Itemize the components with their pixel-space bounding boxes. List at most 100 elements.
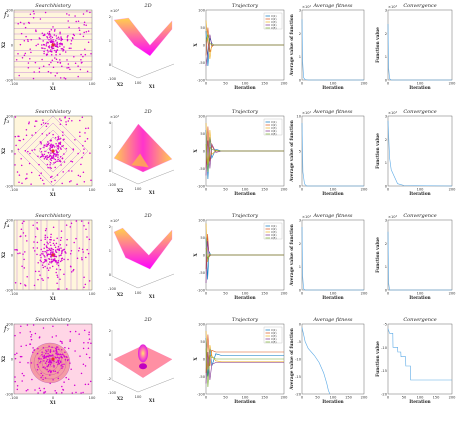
search-point (55, 58, 58, 61)
function-label: f₃ (3, 117, 10, 125)
search-point (59, 361, 62, 363)
y-tick-label: 1 (385, 161, 387, 165)
search-point (40, 376, 42, 379)
search-point (67, 347, 70, 350)
legend-label: X(3) (271, 230, 276, 234)
search-point (45, 351, 48, 353)
search-point (56, 282, 58, 285)
search-point (51, 346, 53, 349)
search-point (85, 127, 87, 130)
search-point (50, 262, 52, 264)
search-point (50, 152, 52, 154)
surface-axis-line (111, 122, 175, 185)
search-point (35, 120, 38, 122)
x-tick-label: 150 (345, 396, 353, 400)
search-point (86, 138, 89, 140)
search-point (81, 258, 83, 261)
search-point (45, 246, 48, 248)
search-point (62, 171, 64, 173)
search-point (19, 361, 21, 364)
search-point (49, 50, 51, 53)
search-point (80, 163, 82, 166)
search-point (47, 269, 50, 271)
search-point (16, 384, 19, 387)
y-tick-label: -15 (381, 369, 387, 373)
search-point (40, 358, 42, 360)
search-point (83, 148, 85, 150)
search-point (43, 354, 46, 357)
z-exponent: ×10⁴ (110, 9, 120, 13)
search-point (43, 357, 45, 359)
search-point (69, 265, 72, 268)
x-tick-label: 100 (330, 188, 338, 192)
search-point (34, 149, 36, 151)
search-point (44, 256, 46, 258)
y-tick-label: -20 (295, 393, 302, 397)
search-point (88, 338, 91, 340)
search-point (52, 26, 54, 28)
search-point (49, 147, 51, 149)
search-point (34, 235, 37, 238)
y-tick-label: 0 (11, 254, 14, 258)
x-tick-label: 0 (387, 82, 390, 86)
search-point (19, 355, 22, 358)
search-point (20, 325, 22, 327)
x-axis-label: Iteration (322, 400, 344, 405)
search-point (46, 155, 49, 157)
x-axis-label: Iteration (234, 86, 256, 91)
search-point (56, 274, 58, 277)
search-point (40, 360, 42, 363)
search-point (31, 149, 33, 152)
search-point (14, 376, 16, 378)
search-point (43, 50, 45, 53)
x-tick-label: 200 (361, 292, 369, 296)
x-tick-label: 100 (330, 82, 338, 86)
search-point (42, 327, 45, 329)
search-point (52, 133, 54, 136)
x-tick-label: 100 (330, 396, 338, 400)
best-point (51, 357, 55, 361)
average-fitness-title: Average fitness (313, 109, 353, 115)
search-point (24, 284, 27, 287)
search-point (19, 43, 22, 46)
x-tick-label: 50 (315, 396, 320, 400)
search-history-panel: Searchhistory -100 0 100 -100 0 100 X1 X2 (2, 3, 96, 92)
search-point (83, 181, 86, 183)
search-point (70, 40, 73, 42)
legend-label: X(4) (271, 337, 276, 341)
search-point (89, 152, 91, 154)
search-point (50, 61, 52, 64)
search-point (36, 247, 39, 249)
surface-panel: 2D ×10⁴ 2 1 0 -100 100 X2 X1 (108, 213, 175, 300)
search-point (36, 222, 38, 224)
search-point (53, 350, 55, 352)
search-point (54, 258, 56, 260)
search-point (69, 339, 71, 341)
search-point (57, 36, 60, 38)
search-point (29, 48, 31, 50)
legend-label: X(2) (271, 17, 276, 21)
y-axis-label: X (194, 43, 199, 47)
search-point (40, 372, 42, 375)
search-point (90, 52, 92, 55)
search-point (49, 34, 51, 36)
search-point (69, 330, 72, 333)
search-point (48, 247, 50, 250)
search-point (47, 141, 49, 143)
search-point (49, 238, 51, 241)
search-point (58, 348, 60, 350)
search-point (34, 61, 37, 64)
search-point (47, 51, 49, 53)
x-tick-label: 150 (261, 292, 269, 296)
search-point (44, 11, 47, 14)
y-axis-label: Average value of function (290, 13, 295, 76)
search-point (56, 46, 58, 48)
search-point (58, 254, 61, 257)
search-point (79, 119, 81, 122)
search-point (28, 22, 31, 24)
y-tick-label: 50 (200, 236, 205, 240)
search-point (59, 244, 62, 246)
x-tick-label: 200 (449, 292, 457, 296)
search-point (50, 180, 53, 183)
